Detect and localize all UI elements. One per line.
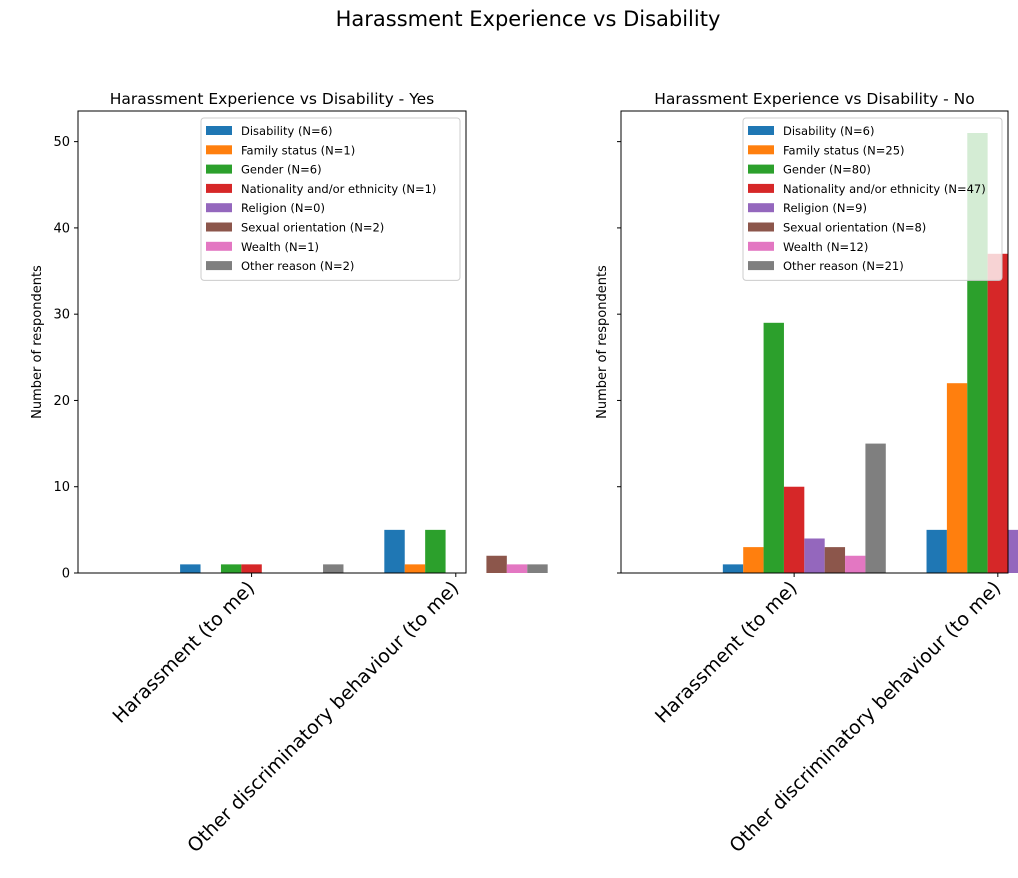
figure-title: Harassment Experience vs Disability: [336, 7, 721, 31]
bar-0-s6-c1: [506, 564, 528, 573]
axes-frame: [620, 110, 1009, 574]
bar-0-s1-c1: [404, 564, 426, 573]
y-axis-label: Number of respondents: [30, 265, 45, 419]
legend-label: Gender (N=80): [783, 163, 871, 177]
y-tick-label: 0: [62, 567, 70, 582]
bar-0-s2-c0: [220, 564, 242, 573]
legend-swatch: [206, 241, 232, 251]
bar-1-s5-c0: [824, 547, 846, 573]
legend-label: Disability (N=6): [783, 124, 874, 138]
bar-1-s0-c1: [926, 529, 947, 573]
legend-swatch: [748, 145, 774, 155]
y-tick-label: 10: [53, 480, 70, 495]
bar-1-s3-c0: [783, 486, 805, 573]
bar-0-s5-c1: [486, 555, 507, 573]
legend-swatch: [748, 183, 774, 193]
y-tick-label: 50: [53, 135, 70, 150]
legend-swatch: [748, 261, 774, 271]
bar-0-s3-c0: [241, 564, 262, 573]
legend-label: Disability (N=6): [241, 124, 332, 138]
legend-swatch: [206, 164, 232, 174]
bar-0-s2-c1: [425, 529, 446, 573]
legend-label: Gender (N=6): [241, 163, 322, 177]
legend-label: Religion (N=0): [241, 201, 325, 215]
bar-1-s1-c1: [946, 383, 968, 573]
x-tick-label: Harassment (to me): [651, 577, 802, 728]
bar-1-s2-c0: [763, 322, 784, 573]
bar-1-s4-c0: [804, 538, 825, 573]
legend-label: Other reason (N=21): [783, 259, 904, 273]
bar-0-s7-c0: [323, 564, 344, 573]
y-tick-label: 30: [53, 308, 70, 323]
bar-1-s0-c0: [722, 564, 744, 573]
bar-0-s7-c1: [527, 564, 548, 573]
y-tick-label: 40: [53, 221, 70, 236]
legend-swatch: [748, 203, 774, 213]
bar-1-s3-c1: [987, 253, 1008, 573]
bar-1-s7-c0: [865, 443, 886, 573]
bar-1-s1-c0: [743, 547, 764, 573]
legend-label: Family status (N=1): [241, 143, 355, 157]
legend-label: Nationality and/or ethnicity (N=1): [241, 182, 436, 196]
chart-title: Harassment Experience vs Disability - No: [654, 90, 975, 108]
chart-title: Harassment Experience vs Disability - Ye…: [110, 90, 434, 108]
legend-swatch: [206, 261, 232, 271]
legend-label: Wealth (N=1): [241, 240, 319, 254]
legend-swatch: [748, 126, 774, 135]
legend-swatch: [206, 222, 232, 232]
legend-label: Family status (N=25): [783, 143, 905, 157]
legend-swatch: [206, 145, 232, 155]
legend-box: [742, 117, 1003, 281]
axes-frame: [77, 110, 467, 574]
legend-swatch: [206, 126, 232, 135]
legend-label: Religion (N=9): [783, 201, 867, 215]
legend-swatch: [206, 203, 232, 213]
legend-swatch: [748, 164, 774, 174]
legend-label: Wealth (N=12): [783, 240, 868, 254]
bar-0-s0-c0: [180, 564, 201, 573]
legend-label: Sexual orientation (N=2): [241, 221, 384, 235]
bar-1-s4-c1: [1008, 529, 1018, 573]
y-axis-label: Number of respondents: [595, 265, 610, 419]
y-tick-label: 20: [53, 394, 70, 409]
legend-label: Other reason (N=2): [241, 259, 354, 273]
x-tick-label: Harassment (to me): [108, 577, 259, 728]
legend-label: Sexual orientation (N=8): [783, 221, 926, 235]
legend-box: [200, 117, 461, 281]
chart-panel-no: Harassment (to me)Other discriminatory b…: [595, 90, 1018, 857]
legend-swatch: [748, 222, 774, 232]
bar-0-s0-c1: [384, 529, 405, 573]
legend-swatch: [206, 183, 232, 193]
bar-1-s6-c0: [845, 555, 866, 573]
legend-swatch: [748, 241, 774, 251]
legend-label: Nationality and/or ethnicity (N=47): [783, 182, 986, 196]
